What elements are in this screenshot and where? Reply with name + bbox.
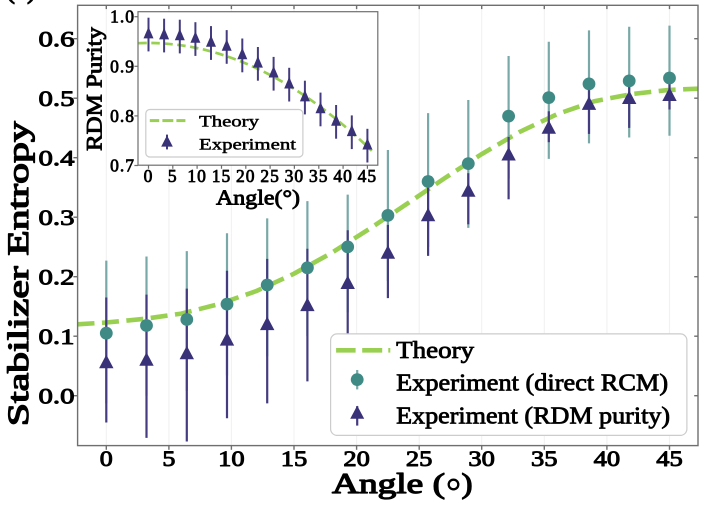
svg-text:1.0: 1.0 [110,7,135,27]
svg-text:Angle(°): Angle(°) [216,186,300,210]
svg-text:40: 40 [594,446,621,471]
svg-text:35: 35 [309,166,329,186]
svg-text:0.1: 0.1 [39,324,75,349]
svg-text:Theory: Theory [199,112,260,130]
svg-text:10: 10 [187,166,207,186]
svg-text:25: 25 [406,446,433,471]
svg-text:0: 0 [100,446,113,471]
svg-text:0.3: 0.3 [39,205,75,230]
svg-text:10: 10 [218,446,245,471]
svg-text:0.4: 0.4 [39,145,75,170]
svg-text:35: 35 [531,446,558,471]
svg-text:45: 45 [358,166,378,186]
svg-text:0.0: 0.0 [39,383,75,408]
svg-text:0.2: 0.2 [39,264,75,289]
svg-text:Experiment (direct RCM): Experiment (direct RCM) [396,370,668,397]
svg-text:45: 45 [656,446,683,471]
svg-text:Stabilizer Entropy: Stabilizer Entropy [2,121,35,426]
svg-text:30: 30 [468,446,495,471]
svg-text:(a): (a) [6,0,36,4]
svg-text:Angle (: Angle ( [332,468,445,500]
svg-text:0.8: 0.8 [110,106,135,126]
svg-text:Experiment: Experiment [199,135,297,153]
svg-text:30: 30 [285,166,305,186]
svg-text:Theory: Theory [396,337,475,364]
svg-text:5: 5 [168,166,178,186]
svg-text:5: 5 [162,446,175,471]
svg-text:25: 25 [260,166,280,186]
svg-text:Experiment (RDM purity): Experiment (RDM purity) [396,403,670,430]
svg-text:0.9: 0.9 [110,56,135,76]
svg-text:15: 15 [212,166,232,186]
svg-text:0.6: 0.6 [39,26,75,51]
svg-text:40: 40 [333,166,353,186]
svg-text:20: 20 [343,446,370,471]
svg-text:RDM Purity: RDM Purity [82,27,107,151]
svg-text:0: 0 [144,166,154,186]
svg-text:15: 15 [281,446,308,471]
svg-text:): ) [462,468,473,500]
svg-text:0.7: 0.7 [110,156,135,176]
svg-text:20: 20 [236,166,256,186]
svg-text:0.5: 0.5 [39,86,75,111]
